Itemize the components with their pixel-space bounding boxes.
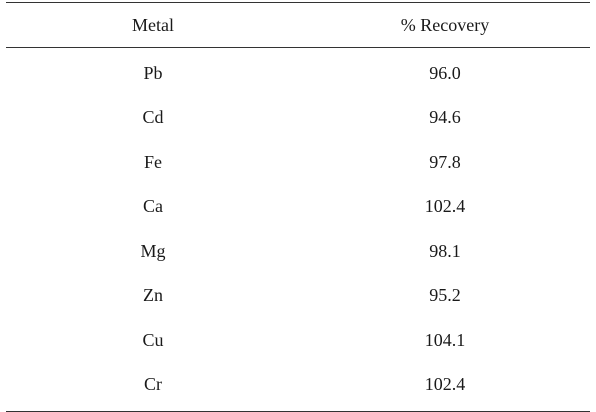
metal-cell: Ca [143,196,163,217]
recovery-cell: 97.8 [429,151,461,172]
header-rule [6,47,590,48]
table-row: Zn 95.2 [6,274,590,319]
metal-cell: Cr [144,374,162,395]
metal-cell: Cd [142,107,164,128]
table-row: Cr 102.4 [6,363,590,408]
recovery-cell: 95.2 [429,285,461,306]
table-header-row: Metal % Recovery [6,3,590,47]
recovery-cell: 96.0 [429,62,461,83]
table-row: Mg 98.1 [6,229,590,274]
metal-cell: Cu [142,329,164,350]
recovery-cell: 104.1 [424,329,466,350]
top-rule [6,2,590,3]
metal-cell: Pb [143,62,163,83]
recovery-cell: 94.6 [429,107,461,128]
recovery-cell: 102.4 [424,374,466,395]
table-row: Pb 96.0 [6,51,590,96]
recovery-cell: 102.4 [424,196,466,217]
metal-cell: Zn [143,285,163,306]
metal-cell: Fe [144,151,162,172]
recovery-table: Metal % Recovery Pb 96.0 Cd 94.6 Fe 97.8… [6,2,590,412]
recovery-cell: 98.1 [429,240,461,261]
header-recovery: % Recovery [400,14,490,35]
table-row: Ca 102.4 [6,185,590,230]
table-row: Fe 97.8 [6,140,590,185]
metal-cell: Mg [140,240,166,261]
table-body: Pb 96.0 Cd 94.6 Fe 97.8 Ca 102.4 Mg 98.1… [6,48,590,411]
header-metal: Metal [132,14,174,35]
table-row: Cd 94.6 [6,96,590,141]
table-row: Cu 104.1 [6,318,590,363]
